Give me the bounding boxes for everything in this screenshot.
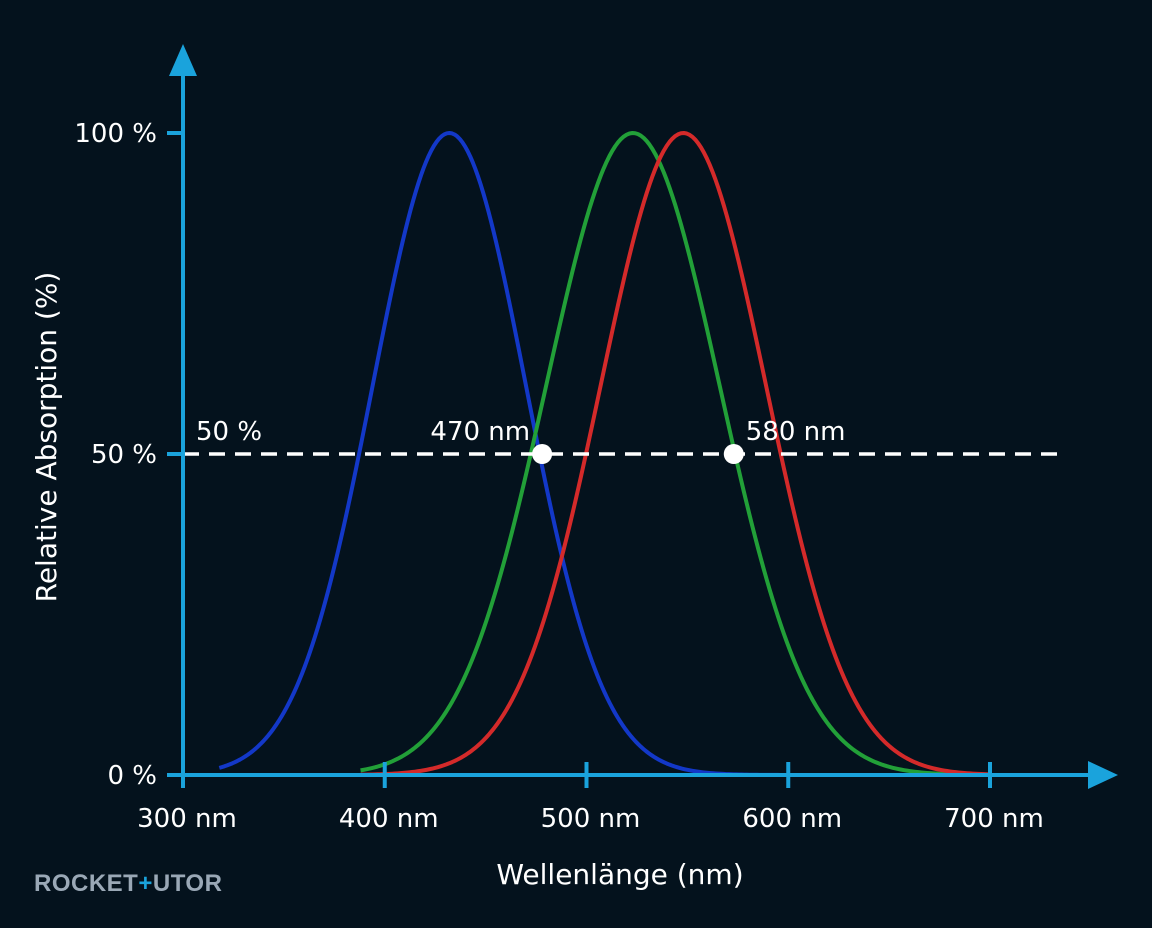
intersection-label: 580 nm [746, 417, 846, 447]
labels-layer: 50 % 300 nm 400 nm 500 nm 600 nm 700 nm 0 % 50 … [30, 119, 1044, 891]
green-series-line [360, 131, 991, 777]
intersection-label: 470 nm [430, 417, 530, 447]
y-tick-label: 0 % [107, 761, 157, 791]
intersection-point [532, 444, 553, 464]
reference-line-label: 50 % [196, 417, 262, 447]
x-tick-label: 600 nm [742, 804, 842, 834]
x-tick-label: 700 nm [944, 804, 1044, 834]
x-tick-label: 300 nm [137, 804, 237, 834]
logo-part-2: UTOR [152, 870, 223, 897]
axes-layer [169, 44, 1118, 789]
ticks-layer [167, 131, 992, 788]
red-series-line [360, 131, 991, 777]
y-tick-label: 50 % [91, 440, 157, 470]
curves-layer [218, 131, 991, 777]
logo-part-1: ROCKET [34, 870, 139, 897]
logo-plus-icon: + [138, 870, 153, 897]
x-tick-label: 400 nm [339, 804, 439, 834]
y-tick-label: 100 % [74, 119, 157, 149]
x-tick-label: 500 nm [541, 804, 641, 834]
brand-logo: ROCKET+UTOR [34, 870, 222, 898]
y-axis-arrow-icon [169, 44, 197, 76]
x-axis-arrow-icon [1088, 761, 1118, 789]
points-layer [532, 444, 744, 464]
y-axis-title: Relative Absorption (%) [30, 272, 63, 603]
x-axis-title: Wellenlänge (nm) [496, 858, 743, 891]
blue-series-line [218, 131, 789, 777]
intersection-point [723, 444, 744, 464]
